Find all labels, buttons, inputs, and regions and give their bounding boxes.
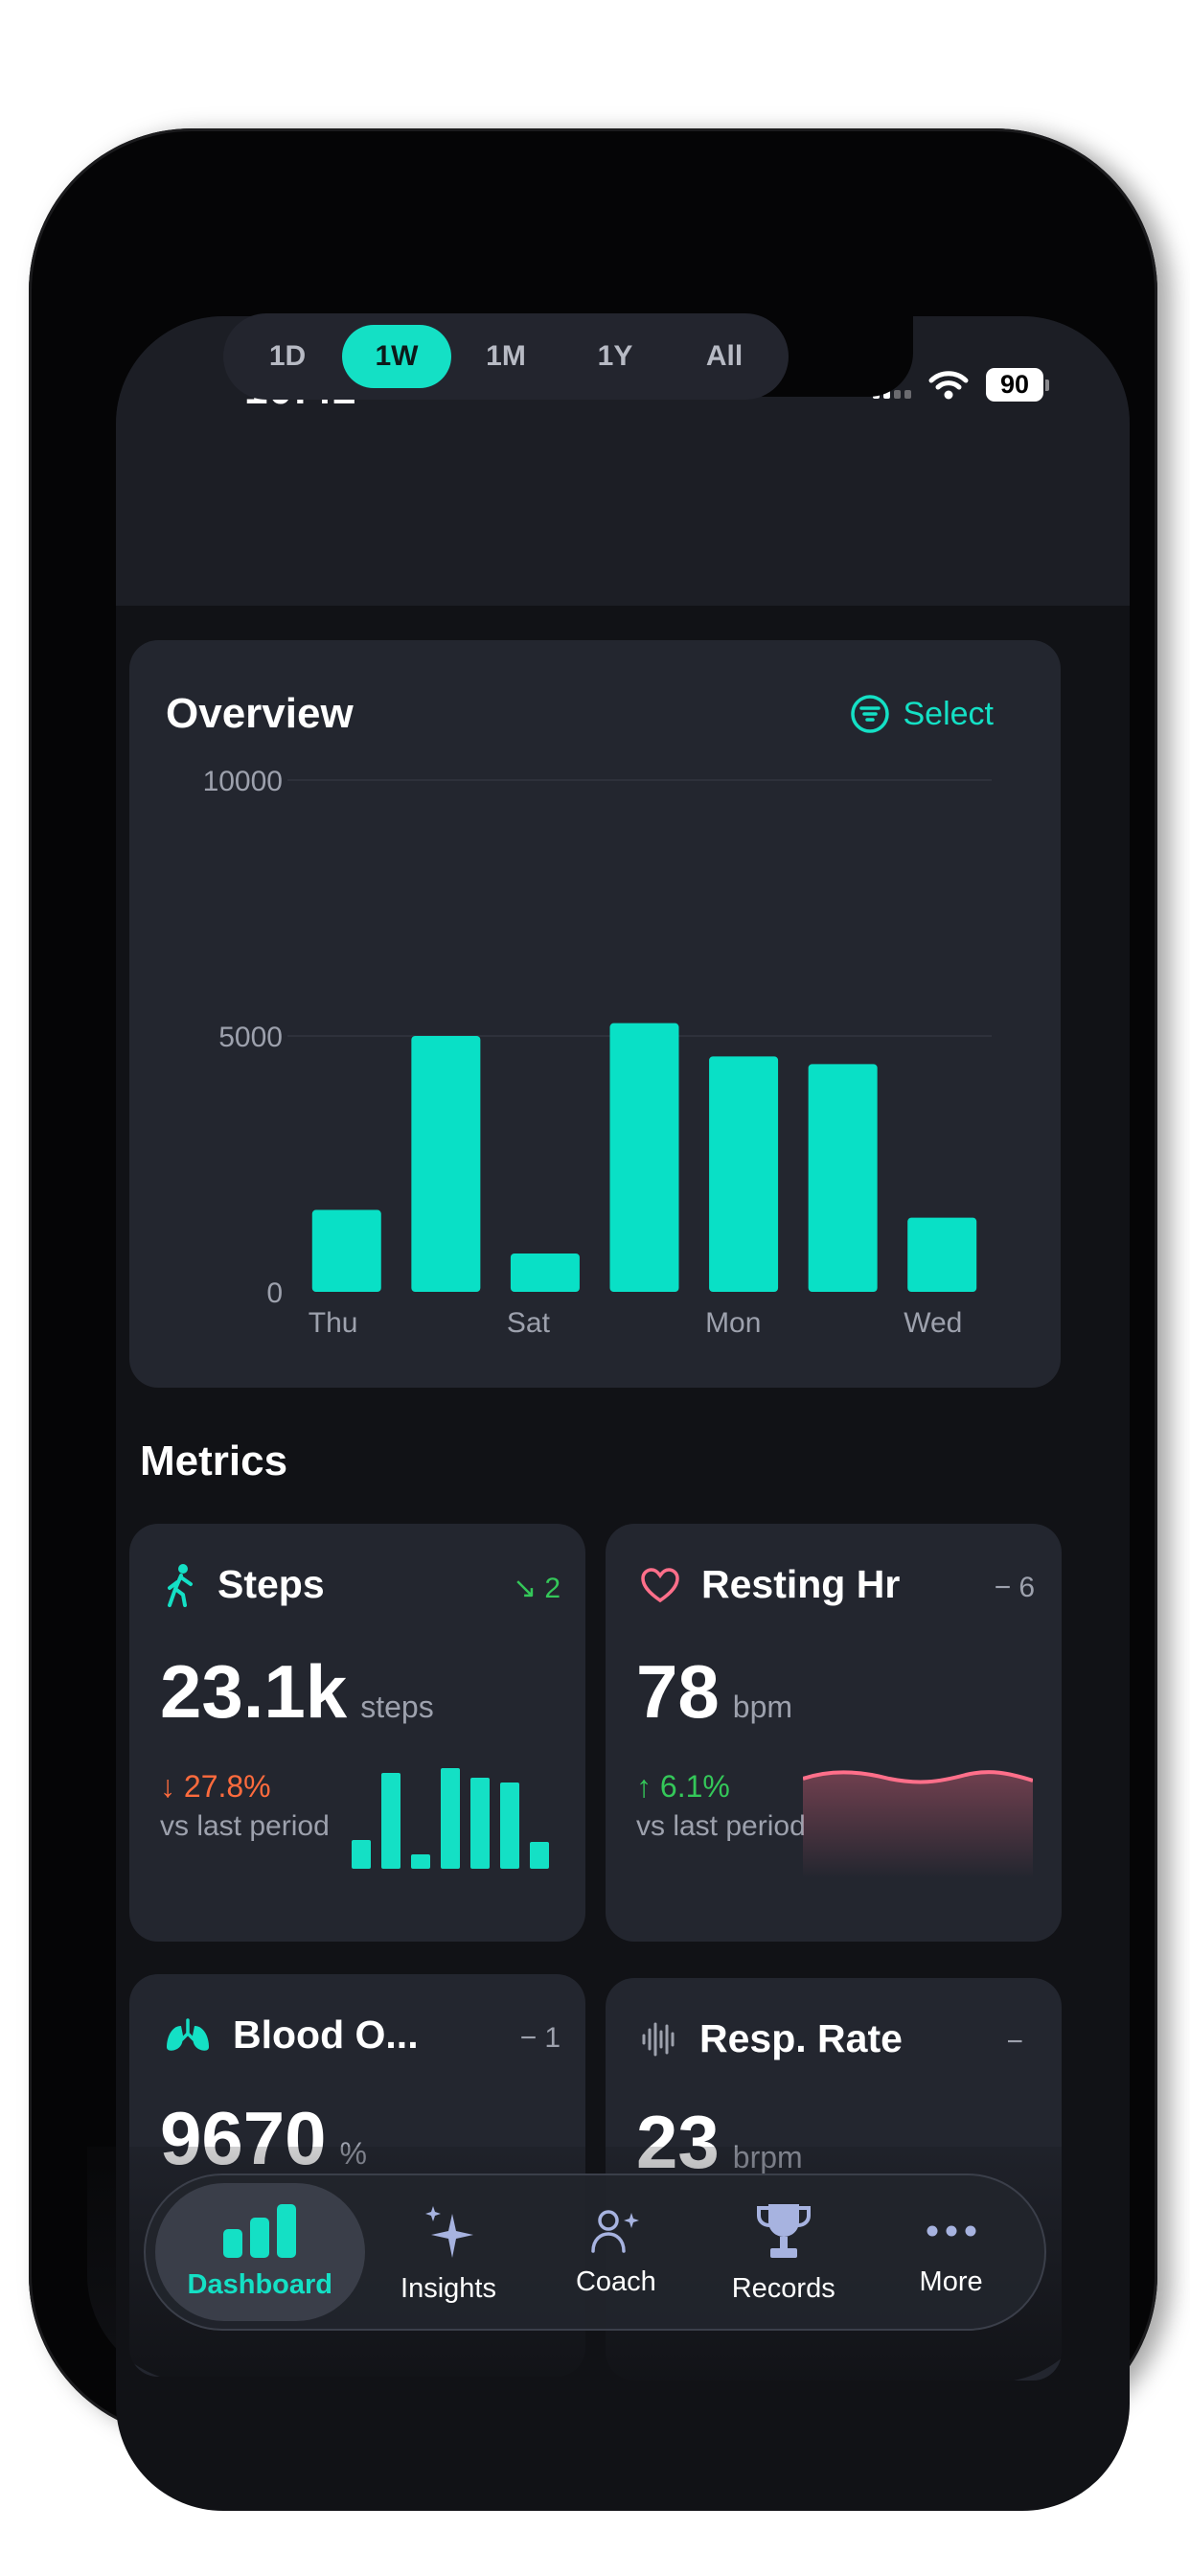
time-range-selector: 1D 1W 1M 1Y All xyxy=(223,313,789,400)
steps-card[interactable]: Steps ↘ 2 23.1k steps ↓ 27.8% vs last pe… xyxy=(129,1524,585,1942)
steps-trend: ↘ 2 xyxy=(513,1572,561,1605)
bar-sat[interactable] xyxy=(510,1253,580,1292)
x-tick-label: Thu xyxy=(309,1307,358,1339)
trophy-icon xyxy=(756,2203,811,2258)
bar-wed[interactable] xyxy=(907,1217,977,1292)
steps-spark-bar xyxy=(530,1842,549,1869)
dash-icon: − xyxy=(519,2022,538,2054)
steps-name: Steps xyxy=(217,1562,325,1606)
range-tab-1w[interactable]: 1W xyxy=(342,325,451,388)
bar-mon[interactable] xyxy=(709,1056,779,1292)
walking-icon xyxy=(168,1563,193,1607)
x-tick-label: Sat xyxy=(507,1307,551,1339)
resp-rate-name: Resp. Rate xyxy=(699,2016,903,2060)
tab-more[interactable]: More xyxy=(867,2183,1035,2321)
resting-hr-name: Resting Hr xyxy=(701,1562,901,1606)
resting-hr-unit: bpm xyxy=(732,1690,793,1724)
resting-hr-sub: vs last period xyxy=(636,1810,806,1842)
waveform-icon xyxy=(642,2022,675,2056)
resting-hr-change: ↑ 6.1% xyxy=(636,1769,730,1805)
blood-oxygen-trend-value: 1 xyxy=(544,2022,561,2054)
tab-dashboard[interactable]: Dashboard xyxy=(155,2183,365,2321)
lungs-icon xyxy=(167,2017,209,2051)
filter-icon xyxy=(850,695,889,733)
steps-spark-bar xyxy=(411,1854,430,1869)
steps-spark-bar xyxy=(381,1773,400,1869)
sparkles-icon xyxy=(425,2205,473,2258)
resting-hr-trend-value: 6 xyxy=(1018,1572,1035,1603)
wifi-icon xyxy=(928,370,969,399)
steps-spark-bar xyxy=(500,1782,519,1869)
steps-spark-bar xyxy=(352,1840,371,1869)
x-tick-label: Wed xyxy=(904,1307,962,1339)
steps-sub: vs last period xyxy=(160,1810,330,1842)
tab-coach[interactable]: Coach xyxy=(532,2183,699,2321)
steps-spark-bar xyxy=(441,1768,460,1869)
overview-card: Overview Select 10000 5000 0 Thu Sat Mon Wed xyxy=(129,640,1061,1388)
more-icon xyxy=(927,2225,976,2236)
metrics-title: Metrics xyxy=(140,1438,288,1484)
y-tick-label: 10000 xyxy=(203,766,283,797)
bar-fri[interactable] xyxy=(411,1036,481,1292)
status-icons: 90 xyxy=(873,368,1049,402)
steps-change: ↓ 27.8% xyxy=(160,1769,271,1805)
tab-more-label: More xyxy=(919,2266,983,2297)
resting-hr-sparkline xyxy=(803,1770,1033,1878)
bar-tue[interactable] xyxy=(808,1064,878,1292)
steps-change-value: 27.8% xyxy=(183,1769,271,1804)
coach-icon xyxy=(591,2209,639,2253)
range-tab-1y[interactable]: 1Y xyxy=(597,340,633,372)
overview-bar-chart: 10000 5000 0 Thu Sat Mon Wed xyxy=(203,766,992,1339)
resting-hr-change-value: 6.1% xyxy=(659,1769,730,1804)
arrow-up-icon: ↑ xyxy=(636,1769,652,1804)
steps-sparkline xyxy=(352,1768,549,1869)
dash-icon: − xyxy=(1006,2026,1023,2058)
tab-records[interactable]: Records xyxy=(699,2183,867,2321)
arrow-down-icon: ↓ xyxy=(160,1769,175,1804)
resting-hr-value: 78 xyxy=(636,1649,720,1734)
dash-icon: − xyxy=(994,1572,1012,1603)
heart-icon xyxy=(641,1567,679,1602)
resting-hr-trend: − 6 xyxy=(995,1572,1035,1604)
resp-rate-trend: − xyxy=(1006,2026,1023,2058)
bar-chart-icon xyxy=(223,2203,297,2258)
tab-insights[interactable]: Insights xyxy=(365,2183,533,2321)
range-tab-all[interactable]: All xyxy=(705,340,744,372)
tab-bar: Dashboard Insights Coach Records Mor xyxy=(144,2174,1046,2331)
tab-records-label: Records xyxy=(731,2272,835,2304)
tab-coach-label: Coach xyxy=(575,2266,656,2297)
arrow-down-right-icon: ↘ xyxy=(513,1573,538,1604)
range-tab-1d[interactable]: 1D xyxy=(268,340,307,372)
resting-hr-card[interactable]: Resting Hr − 6 78 bpm ↑ 6.1% vs last per… xyxy=(606,1524,1062,1942)
blood-oxygen-trend: − 1 xyxy=(520,2022,561,2055)
y-tick-label: 0 xyxy=(266,1277,283,1309)
steps-value: 23.1k xyxy=(160,1649,348,1734)
bar-sun[interactable] xyxy=(609,1023,679,1292)
x-tick-label: Mon xyxy=(705,1307,761,1339)
overview-title: Overview xyxy=(166,690,354,737)
blood-oxygen-name: Blood O... xyxy=(233,2012,419,2057)
battery-icon: 90 xyxy=(986,368,1049,402)
steps-trend-value: 2 xyxy=(544,1572,561,1604)
select-button[interactable]: Select xyxy=(850,694,995,734)
battery-level: 90 xyxy=(986,368,1043,402)
steps-unit: steps xyxy=(360,1690,434,1724)
bar-thu[interactable] xyxy=(311,1209,381,1292)
steps-spark-bar xyxy=(470,1778,490,1869)
select-label: Select xyxy=(903,695,995,732)
y-tick-label: 5000 xyxy=(218,1022,283,1053)
tab-insights-label: Insights xyxy=(400,2272,496,2304)
tab-dashboard-label: Dashboard xyxy=(187,2268,333,2300)
range-tab-1m[interactable]: 1M xyxy=(486,340,526,372)
